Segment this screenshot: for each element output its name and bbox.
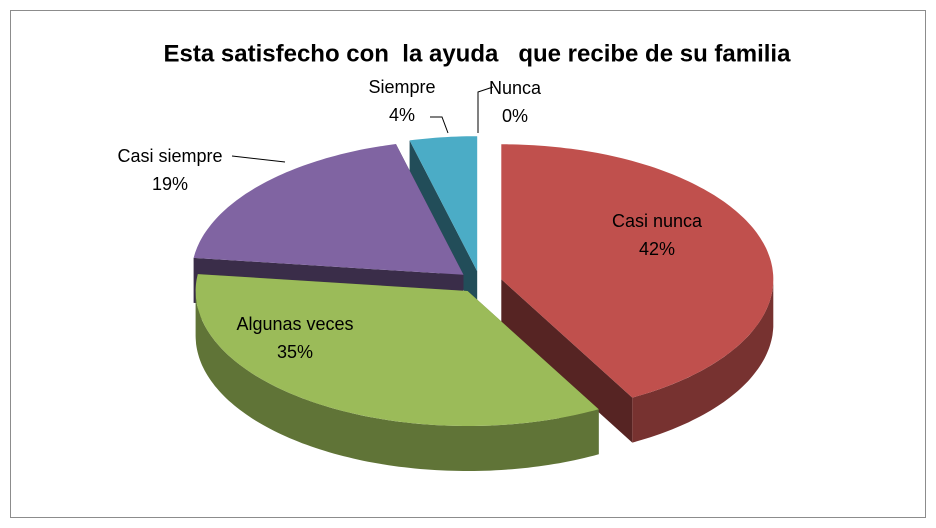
pie	[193, 136, 774, 471]
slice-top	[193, 144, 464, 275]
slice-percent: 19%	[152, 174, 188, 194]
leader-line	[430, 116, 449, 134]
slice-label: Nunca	[489, 78, 542, 98]
slice-top	[409, 136, 478, 272]
slice-top	[195, 274, 599, 426]
pie-slice	[195, 274, 599, 471]
slice-percent: 4%	[389, 105, 415, 125]
slice-side	[632, 279, 774, 443]
slice-top	[501, 144, 774, 398]
chart-title: Esta satisfecho con la ayuda que recibe …	[164, 40, 792, 67]
slice-side	[195, 291, 599, 471]
pie-slice	[501, 144, 774, 443]
slice-percent: 0%	[502, 106, 528, 126]
leader-line	[477, 86, 494, 133]
slice-percent: 42%	[639, 239, 675, 259]
slice-wall	[501, 279, 633, 443]
leader-line	[231, 155, 286, 163]
slice-percent: 35%	[277, 342, 313, 362]
slice-label: Algunas veces	[236, 314, 353, 334]
slice-label: Casi nunca	[612, 211, 703, 231]
labels: Nunca 0% Casi nunca 42% Algunas veces 35% Casi…	[117, 77, 703, 362]
slice-label: Casi siempre	[117, 146, 222, 166]
slice-label: Siempre	[368, 77, 435, 97]
